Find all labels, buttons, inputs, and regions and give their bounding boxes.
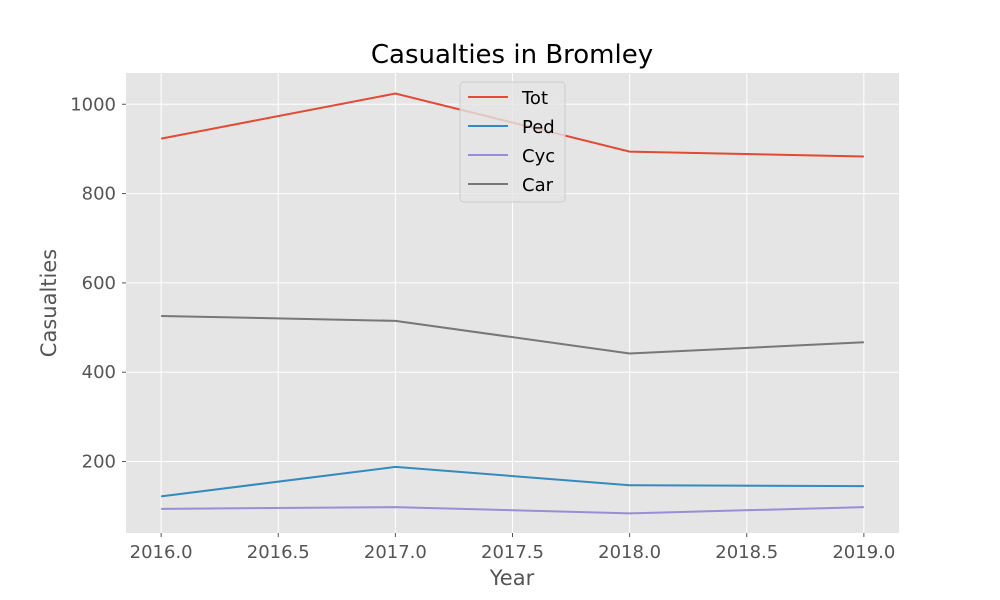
y-axis-label: Casualties (37, 249, 61, 357)
legend-label-tot: Tot (521, 88, 548, 109)
x-tick-label: 2016.5 (247, 542, 310, 563)
y-axis-ticks: 200 400 600 800 1000 (70, 94, 126, 473)
y-tick-label: 400 (82, 362, 116, 383)
chart-title: Casualties in Bromley (371, 40, 653, 70)
x-tick-label: 2017.5 (481, 542, 544, 563)
x-tick-label: 2018.5 (715, 542, 778, 563)
series-line-cyc (161, 506, 864, 515)
legend-label-ped: Ped (522, 117, 555, 138)
legend: Tot Ped Cyc Car (459, 81, 566, 203)
y-tick-label: 200 (82, 452, 116, 473)
y-tick-label: 1000 (70, 94, 116, 115)
x-tick-label: 2017.0 (364, 542, 427, 563)
y-tick-label: 600 (82, 273, 116, 294)
x-tick-label: 2016.0 (130, 542, 193, 563)
y-tick-label: 800 (82, 184, 116, 205)
x-tick-label: 2018.0 (598, 542, 661, 563)
legend-box (459, 81, 566, 203)
x-tick-label: 2019.0 (832, 542, 895, 563)
x-axis-ticks: 2016.0 2016.5 2017.0 2017.5 2018.0 2018.5 2019… (130, 533, 895, 563)
legend-label-cyc: Cyc (522, 146, 555, 167)
x-axis-label: Year (489, 566, 535, 590)
series-line-ped (161, 465, 864, 498)
series-line-car (161, 314, 864, 355)
legend-label-car: Car (522, 175, 554, 196)
